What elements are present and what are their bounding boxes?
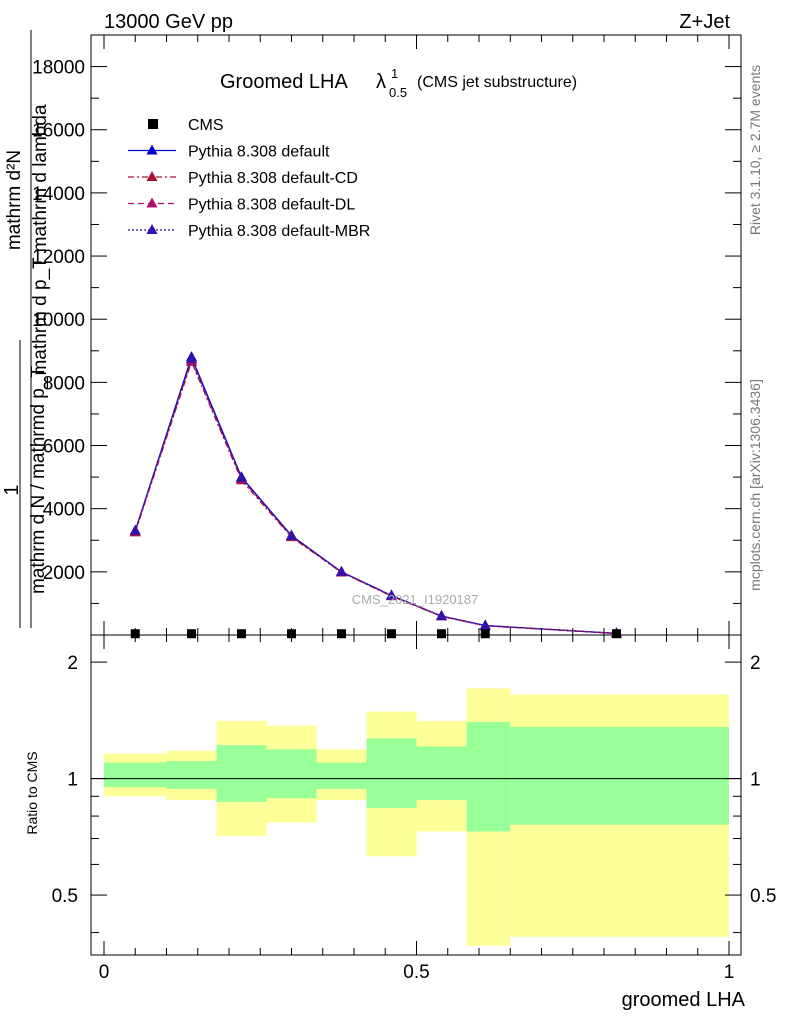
ratio-green-band xyxy=(366,738,417,808)
title-sup: 1 xyxy=(391,66,398,81)
ratio-y-tick-label-right: 1 xyxy=(750,770,761,791)
plot-title: Groomed LHA λ 1 0.5 (CMS jet substructur… xyxy=(220,66,577,100)
y-tick-label: 12000 xyxy=(32,247,85,268)
title-main: Groomed LHA xyxy=(220,71,348,93)
series-3-point xyxy=(386,589,397,600)
legend-label-3: Pythia 8.308 default-DL xyxy=(188,197,355,214)
ratio-bands xyxy=(91,688,741,946)
legend-marker-cms xyxy=(148,119,158,129)
legend-label-2: Pythia 8.308 default-CD xyxy=(188,170,358,187)
ratio-green-band xyxy=(266,749,317,799)
legend-marker-3 xyxy=(146,197,158,208)
series-3-point xyxy=(236,471,247,482)
ratio-y-tick-label-right: 2 xyxy=(750,653,761,674)
series-3-point xyxy=(436,610,447,621)
ylabel-top-denom: mathrm d p_T mathrm d lambda xyxy=(30,104,51,375)
main-plot-series xyxy=(129,351,622,639)
process-label: Z+Jet xyxy=(679,11,730,33)
ratio-axis-ticks: 0.5 0.5 1 1 2 2 0 0.5 1 xyxy=(52,635,776,983)
ratio-green-band xyxy=(466,722,511,832)
ratio-y-tick-label: 0.5 xyxy=(52,886,78,907)
x-tick-label: 0.5 xyxy=(403,962,429,983)
cms-data-point xyxy=(387,629,396,639)
series-3-point xyxy=(129,524,141,535)
main-axis-ticks: 2000 4000 6000 8000 10000 12000 14000 16000 1800… xyxy=(32,35,741,635)
x-axis-label: groomed LHA xyxy=(622,989,746,1011)
cms-data-point xyxy=(130,629,140,639)
series-3-point xyxy=(286,529,297,540)
title-lambda: λ xyxy=(376,71,386,93)
cms-data-point xyxy=(287,629,296,639)
legend-marker-1 xyxy=(146,144,158,155)
y-axis-label: mathrm d²N mathrm d p_T mathrm d lambda … xyxy=(1,30,51,628)
cms-data-point xyxy=(437,629,446,639)
ratio-y-tick-label: 2 xyxy=(67,653,78,674)
ratio-y-tick-label: 1 xyxy=(67,770,78,791)
series-3-point xyxy=(186,352,197,363)
legend-label-4: Pythia 8.308 default-MBR xyxy=(188,223,370,240)
legend: CMS Pythia 8.308 default Pythia 8.308 defa… xyxy=(128,117,370,240)
legend-marker-2 xyxy=(146,171,158,181)
x-tick-label: 1 xyxy=(724,962,735,983)
ratio-green-band xyxy=(104,762,167,788)
legend-marker-4 xyxy=(146,224,158,234)
y-tick-label: 10000 xyxy=(32,310,85,331)
y-tick-label: 8000 xyxy=(43,373,85,394)
x-tick-label: 0 xyxy=(99,962,110,983)
ylabel-denom: mathrm d N / mathrmd p_T xyxy=(28,366,49,594)
y-tick-label: 4000 xyxy=(43,500,85,521)
ylabel-one: 1 xyxy=(1,484,23,495)
cms-data-point xyxy=(337,629,346,639)
ratio-green-band xyxy=(510,726,729,825)
y-tick-label: 2000 xyxy=(43,563,85,584)
title-note: (CMS jet substructure) xyxy=(417,74,577,91)
legend-label-0: CMS xyxy=(188,117,224,134)
ylabel-top-numer: mathrm d²N xyxy=(4,150,25,250)
analysis-watermark: CMS_2021_I1920187 xyxy=(352,592,479,607)
cms-data-point xyxy=(187,629,196,639)
series-3-point xyxy=(479,619,491,630)
cms-data-point xyxy=(612,629,621,639)
ratio-green-band xyxy=(316,762,367,789)
ratio-y-tick-label-right: 0.5 xyxy=(750,886,776,907)
energy-label: 13000 GeV pp xyxy=(104,11,233,33)
y-tick-label: 18000 xyxy=(32,58,85,79)
cms-data-point xyxy=(237,629,246,639)
title-sub: 0.5 xyxy=(389,85,407,100)
legend-label-1: Pythia 8.308 default xyxy=(188,144,330,161)
rivet-label: Rivet 3.1.10, ≥ 2.7M events xyxy=(747,65,763,235)
y-tick-label: 16000 xyxy=(32,121,85,142)
series-3-point xyxy=(336,565,347,576)
mcplots-label: mcplots.cern.ch [arXiv:1306.3436] xyxy=(747,379,763,591)
ratio-ylabel: Ratio to CMS xyxy=(24,751,40,834)
y-tick-label: 14000 xyxy=(32,184,85,205)
y-tick-label: 6000 xyxy=(43,437,85,458)
cms-data-point xyxy=(480,629,490,639)
ratio-green-band xyxy=(216,745,267,802)
ratio-green-band xyxy=(166,761,217,789)
ratio-green-band xyxy=(416,746,467,801)
